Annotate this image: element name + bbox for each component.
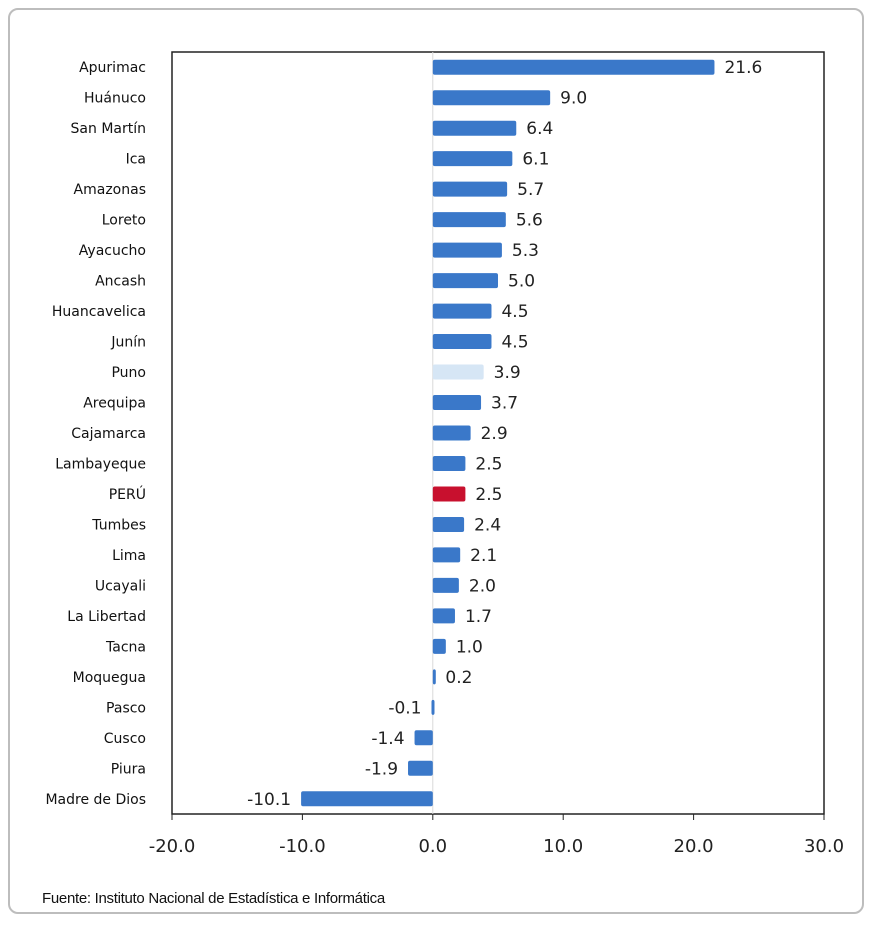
bar (432, 516, 465, 532)
bar (432, 547, 461, 563)
data-label: 4.5 (501, 333, 528, 353)
x-tick-label: -10.0 (279, 836, 326, 857)
category-label: Amazonas (74, 182, 146, 198)
data-label: 2.1 (470, 546, 497, 566)
data-label: 5.0 (508, 272, 535, 292)
x-tick-label: 20.0 (674, 836, 714, 857)
category-label: Pasco (106, 700, 146, 716)
bar (432, 181, 508, 197)
category-label: Huancavelica (52, 304, 146, 320)
x-tick-label: 0.0 (418, 836, 447, 857)
data-label: 5.6 (516, 211, 543, 231)
bar (432, 303, 492, 319)
data-label: 6.1 (522, 150, 549, 170)
bar (432, 638, 446, 654)
category-label: PERÚ (109, 485, 146, 503)
bar (432, 395, 482, 411)
data-label: 9.0 (560, 89, 587, 109)
category-label: Ancash (95, 274, 146, 290)
bar (432, 608, 455, 624)
category-label: Piura (111, 761, 146, 777)
data-label: 5.7 (517, 180, 544, 200)
data-label: -1.4 (371, 729, 404, 749)
bar (301, 791, 433, 807)
category-label: Cajamarca (71, 426, 146, 442)
category-label: Tumbes (91, 517, 146, 533)
data-label: 2.5 (475, 485, 502, 505)
source-note: Fuente: Instituto Nacional de Estadístic… (42, 890, 385, 907)
x-tick-label: 10.0 (543, 836, 583, 857)
bar (432, 120, 517, 136)
category-label: Lambayeque (55, 456, 146, 472)
category-label: Cusco (104, 731, 146, 747)
category-label: Lima (112, 548, 146, 564)
category-label: Arequipa (83, 396, 146, 412)
data-label: 2.9 (481, 424, 508, 444)
bar (408, 760, 433, 776)
x-tick-label: -20.0 (149, 836, 196, 857)
bar (432, 334, 492, 350)
data-label: 0.2 (445, 668, 472, 688)
bar (432, 577, 459, 593)
category-label: Madre de Dios (45, 792, 146, 808)
category-label: Huánuco (84, 91, 146, 107)
data-label: 2.5 (475, 454, 502, 474)
category-label: Puno (111, 365, 146, 381)
bar (432, 455, 466, 471)
bar (432, 364, 484, 380)
category-label: Tacna (105, 639, 146, 655)
bar (432, 242, 502, 258)
category-label: Junín (110, 335, 146, 351)
data-label: -10.1 (247, 790, 291, 810)
data-label: 4.5 (501, 302, 528, 322)
bar (432, 486, 466, 502)
x-tick-label: 30.0 (804, 836, 844, 857)
category-label: San Martín (71, 121, 146, 137)
data-label: 1.0 (456, 637, 483, 657)
bar (414, 730, 433, 746)
category-label: Moquegua (73, 670, 146, 686)
plot-area (171, 51, 825, 815)
bar (432, 59, 715, 75)
data-label: 3.9 (494, 363, 521, 383)
data-label: 2.4 (474, 515, 501, 535)
bar (432, 151, 513, 167)
category-label: Apurimac (79, 60, 146, 76)
category-label: Ayacucho (79, 243, 146, 259)
data-label: 2.0 (469, 576, 496, 596)
bar (431, 699, 435, 715)
bar (432, 425, 471, 441)
category-label: Loreto (102, 213, 146, 229)
data-label: 6.4 (526, 119, 553, 139)
data-label: -0.1 (388, 698, 421, 718)
category-label: La Libertad (67, 609, 146, 625)
category-label: Ica (126, 152, 146, 168)
category-label: Ucayali (95, 578, 146, 594)
bar (432, 90, 551, 106)
bar (432, 273, 498, 289)
data-label: 5.3 (512, 241, 539, 261)
bar (432, 212, 506, 228)
data-label: 21.6 (724, 58, 762, 78)
data-label: 1.7 (465, 607, 492, 627)
bar (432, 669, 436, 685)
data-label: 3.7 (491, 394, 518, 414)
data-label: -1.9 (365, 759, 398, 779)
